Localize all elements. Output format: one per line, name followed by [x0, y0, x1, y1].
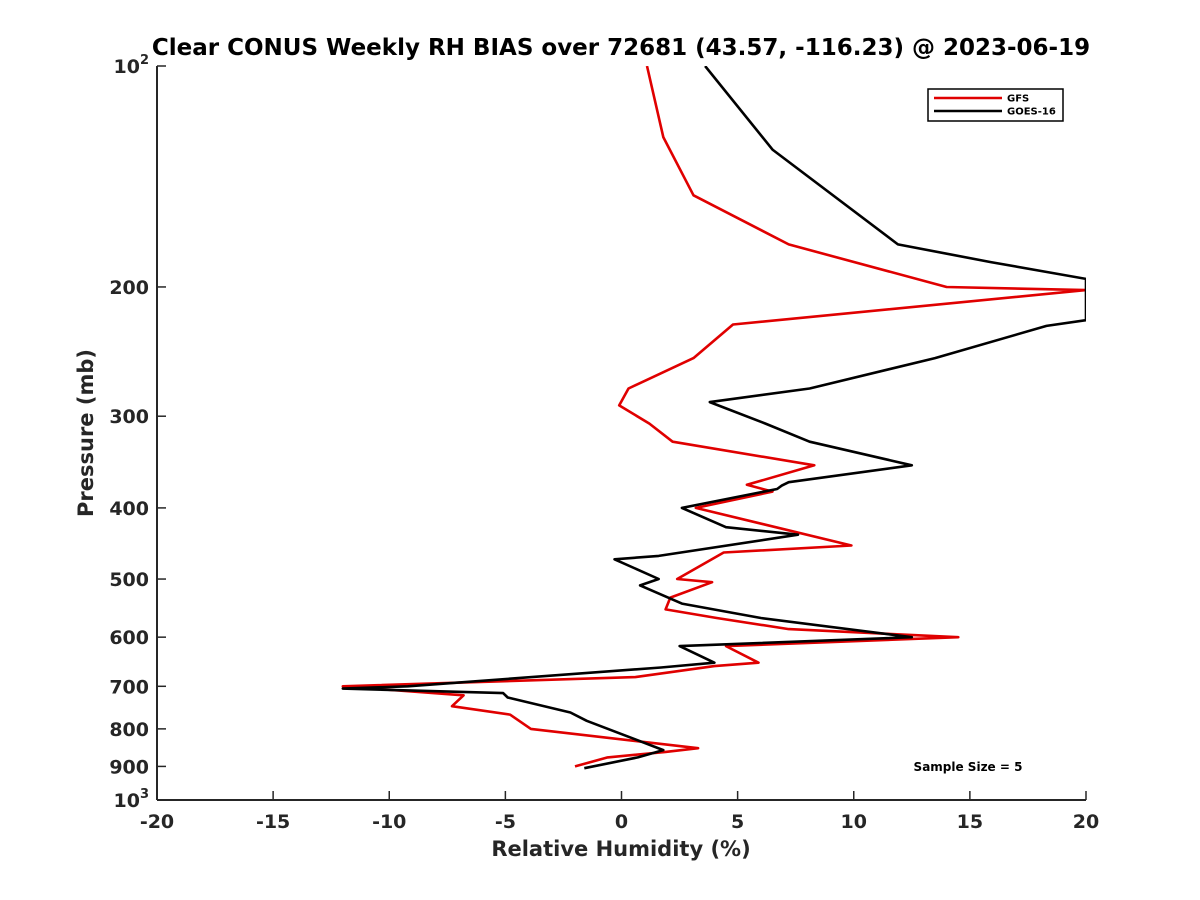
x-tick-label: -15 [256, 811, 290, 833]
x-tick-label: -10 [372, 811, 406, 833]
y-tick-label: 200 [109, 277, 149, 299]
y-tick-label: 900 [109, 756, 149, 778]
x-tick-label: -20 [140, 811, 174, 833]
sample-size-annotation: Sample Size = 5 [914, 760, 1023, 774]
y-tick-label: 103 [114, 787, 150, 812]
y-tick-label: 102 [114, 53, 150, 78]
chart-title: Clear CONUS Weekly RH BIAS over 72681 (4… [152, 35, 1090, 61]
series-line-gfs [341, 66, 1086, 768]
y-tick-label: 500 [109, 569, 149, 591]
x-tick-label: -5 [495, 811, 516, 833]
y-axis-label: Pressure (mb) [74, 349, 98, 517]
y-tick-label: 700 [109, 676, 149, 698]
x-tick-label: 20 [1073, 811, 1099, 833]
x-tick-label: 10 [841, 811, 867, 833]
y-tick-label: 800 [109, 719, 149, 741]
legend-label-goes16: GOES-16 [1007, 107, 1056, 118]
x-tick-label: 0 [615, 811, 628, 833]
y-tick-label: 600 [109, 627, 149, 649]
legend-box [927, 88, 1064, 122]
axes-layer: -20 -15 -10 -5 0 5 10 15 20 102 200 300 400 500 600 700… [109, 53, 1099, 833]
legend: GFS GOES-16 [927, 88, 1064, 122]
y-tick-label: 300 [109, 406, 149, 428]
legend-label-gfs: GFS [1007, 94, 1029, 105]
x-tick-label: 5 [731, 811, 744, 833]
y-tick-label: 400 [109, 498, 149, 520]
series-layer [341, 66, 1086, 770]
x-axis-label: Relative Humidity (%) [491, 837, 750, 861]
x-tick-label: 15 [957, 811, 983, 833]
series-line-goes16 [341, 66, 1086, 770]
